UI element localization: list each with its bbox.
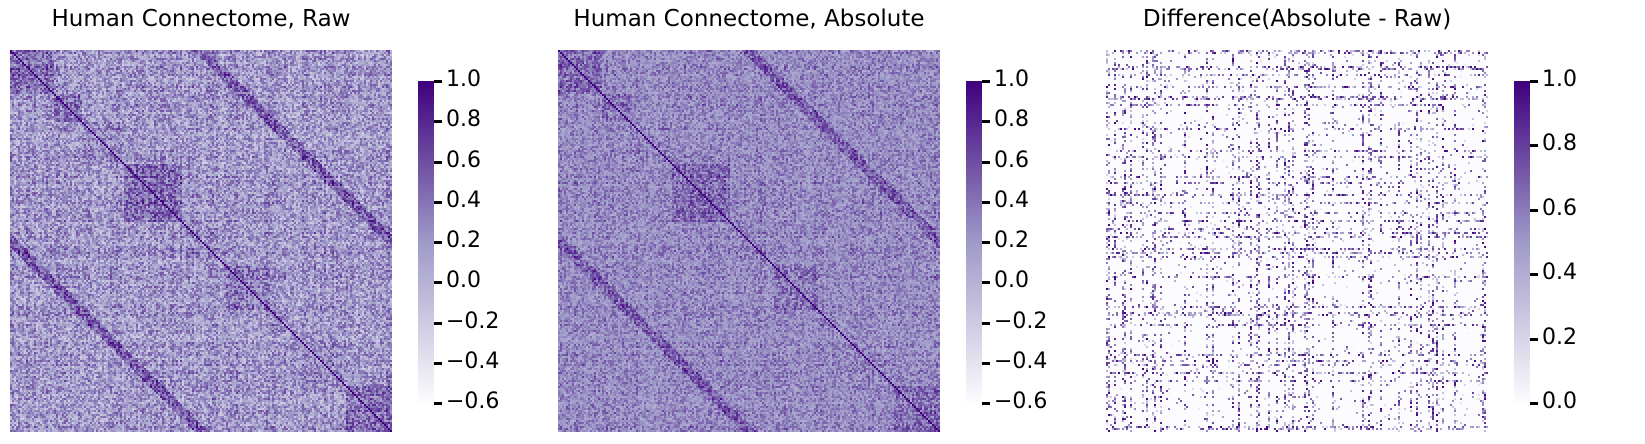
heatmap-raw bbox=[10, 50, 392, 432]
colorbar-tick-label: 0.8 bbox=[1542, 131, 1577, 157]
colorbar-tick-label: 0.6 bbox=[446, 147, 481, 173]
colorbar-tick-mark bbox=[982, 361, 990, 365]
colorbar-tick-label: −0.2 bbox=[994, 308, 1048, 334]
panel-title: Human Connectome, Raw bbox=[51, 6, 351, 32]
colorbar-tick-mark bbox=[434, 321, 442, 325]
colorbar-tick-label: 1.0 bbox=[994, 67, 1029, 92]
colorbar-tick-label: −0.4 bbox=[994, 348, 1048, 374]
colorbar-tick-mark bbox=[982, 120, 990, 124]
colorbar-tick-label: 0.2 bbox=[1542, 324, 1577, 350]
colorbar-tick-mark bbox=[982, 160, 990, 164]
colorbar-tick-label: 0.8 bbox=[994, 107, 1029, 133]
panel-title: Human Connectome, Absolute bbox=[573, 6, 925, 32]
panel-difference: Difference(Absolute - Raw) 1.0 0.8 0.6 0.4 0… bbox=[1106, 0, 1626, 444]
colorbar-tick-mark bbox=[1530, 402, 1538, 405]
colorbar-tick-label: 0.2 bbox=[446, 228, 481, 253]
panel-raw: Human Connectome, Raw 1.0 0.8 0.6 0.4 0.2 0.0… bbox=[10, 0, 510, 444]
colorbar-tick-label: −0.6 bbox=[994, 389, 1048, 414]
colorbar-tick-label: −0.2 bbox=[446, 308, 500, 334]
colorbar-ticks-absolute: 1.0 0.8 0.6 0.4 0.2 0.0 −0.2 −0.4 −0.6 bbox=[982, 67, 1062, 414]
colorbar-tick-label: −0.6 bbox=[446, 389, 500, 414]
colorbar-ticks-difference: 1.0 0.8 0.6 0.4 0.2 0.0 bbox=[1530, 67, 1610, 414]
heatmap-absolute bbox=[558, 50, 940, 432]
colorbar-tick-mark bbox=[982, 80, 990, 83]
colorbar-tick-mark bbox=[982, 321, 990, 325]
colorbar-tick-mark bbox=[434, 402, 442, 405]
colorbar-tick-mark bbox=[434, 160, 442, 164]
colorbar-ticks-raw: 1.0 0.8 0.6 0.4 0.2 0.0 −0.2 −0.4 −0.6 bbox=[434, 67, 514, 414]
colorbar-tick-mark bbox=[1530, 273, 1538, 277]
colorbar-tick-mark bbox=[982, 281, 990, 285]
colorbar-tick-label: 1.0 bbox=[446, 67, 481, 92]
colorbar-tick-mark bbox=[434, 281, 442, 285]
colorbar-tick-label: 0.8 bbox=[446, 107, 481, 133]
colorbar-tick-mark bbox=[1530, 144, 1538, 148]
colorbar-tick-mark bbox=[434, 80, 442, 83]
colorbar-tick-mark bbox=[1530, 337, 1538, 341]
colorbar-absolute bbox=[966, 81, 982, 403]
colorbar-tick-label: 0.6 bbox=[1542, 195, 1577, 221]
colorbar-tick-mark bbox=[982, 241, 990, 244]
heatmap-difference bbox=[1106, 50, 1488, 432]
colorbar-tick-mark bbox=[982, 402, 990, 405]
panel-absolute: Human Connectome, Absolute 1.0 0.8 0.6 0.4 0… bbox=[558, 0, 1058, 444]
colorbar-tick-label: 0.0 bbox=[1542, 389, 1577, 414]
colorbar-tick-mark bbox=[1530, 80, 1538, 83]
colorbar-tick-label: 0.4 bbox=[1542, 260, 1577, 286]
colorbar-difference bbox=[1514, 81, 1530, 403]
colorbar-tick-label: −0.4 bbox=[446, 348, 500, 374]
colorbar-tick-mark bbox=[434, 120, 442, 124]
colorbar-tick-mark bbox=[434, 361, 442, 365]
colorbar-tick-mark bbox=[434, 241, 442, 244]
colorbar-tick-label: 0.0 bbox=[994, 268, 1029, 294]
panel-title: Difference(Absolute - Raw) bbox=[1142, 6, 1452, 32]
colorbar-tick-label: 0.2 bbox=[994, 228, 1029, 253]
colorbar-tick-mark bbox=[982, 200, 990, 204]
colorbar-tick-label: 0.4 bbox=[994, 187, 1029, 213]
colorbar-tick-label: 0.0 bbox=[446, 268, 481, 294]
colorbar-tick-mark bbox=[1530, 208, 1538, 212]
colorbar-tick-label: 0.4 bbox=[446, 187, 481, 213]
colorbar-tick-label: 0.6 bbox=[994, 147, 1029, 173]
colorbar-raw bbox=[418, 81, 434, 403]
colorbar-tick-mark bbox=[434, 200, 442, 204]
colorbar-tick-label: 1.0 bbox=[1542, 67, 1577, 92]
